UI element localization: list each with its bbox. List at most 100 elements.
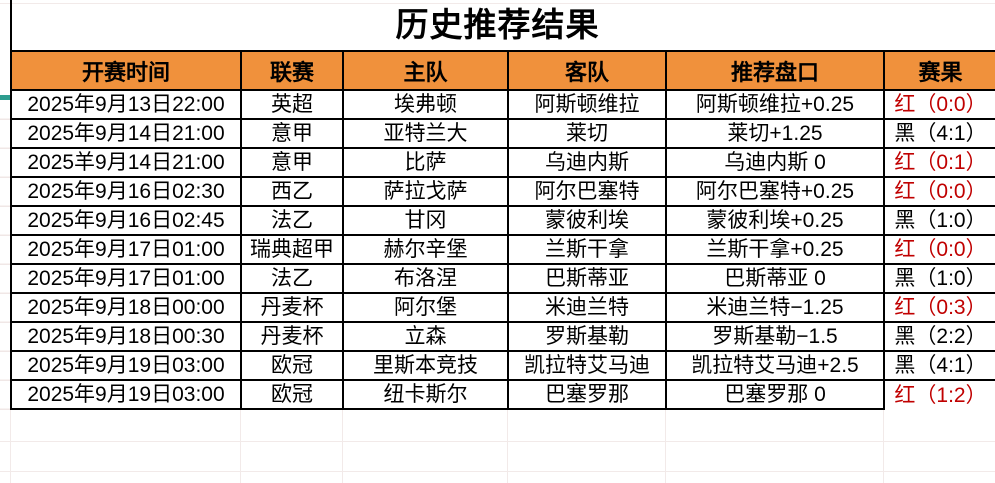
cell-league[interactable]: 丹麦杯: [240, 292, 344, 323]
cell-home[interactable]: 甘冈: [342, 205, 509, 236]
cell-away[interactable]: 巴斯蒂亚: [507, 263, 667, 294]
cell-result[interactable]: 红（1:2）: [883, 379, 995, 409]
cell-time[interactable]: 2025年9月14日21:00: [10, 118, 242, 149]
cell-home[interactable]: 纽卡斯尔: [342, 379, 509, 410]
cell-home[interactable]: 亚特兰大: [342, 118, 509, 149]
cell-time[interactable]: 2025年9月17日01:00: [10, 263, 242, 294]
cell-handicap[interactable]: 罗斯基勒−1.5: [665, 321, 885, 352]
cell-away[interactable]: 凯拉特艾马迪: [507, 350, 667, 381]
table-row: 2025年9月19日03:00 欧冠 纽卡斯尔 巴塞罗那 巴塞罗那 0 红（1:…: [10, 379, 995, 410]
cell-time[interactable]: 2025羊9月14日21:00: [10, 147, 242, 178]
cell-home[interactable]: 布洛涅: [342, 263, 509, 294]
cell-league[interactable]: 瑞典超甲: [240, 234, 344, 265]
gridline: [342, 410, 343, 483]
cell-time[interactable]: 2025年9月18日00:00: [10, 292, 242, 323]
gridline: [665, 410, 666, 483]
table-row: 2025年9月17日01:00 瑞典超甲 赫尔辛堡 兰斯干拿 兰斯干拿+0.25…: [10, 234, 995, 265]
cell-time[interactable]: 2025年9月16日02:30: [10, 176, 242, 207]
cell-result[interactable]: 黑（2:2）: [883, 321, 995, 352]
cell-league[interactable]: 英超: [240, 89, 344, 120]
col-header-result[interactable]: 赛果: [883, 50, 995, 91]
table-row: 2025年9月13日22:00 英超 埃弗顿 阿斯顿维拉 阿斯顿维拉+0.25 …: [10, 89, 995, 120]
cell-league[interactable]: 丹麦杯: [240, 321, 344, 352]
cell-handicap[interactable]: 兰斯干拿+0.25: [665, 234, 885, 265]
col-header-home[interactable]: 主队: [342, 50, 509, 91]
cell-away[interactable]: 兰斯干拿: [507, 234, 667, 265]
table-row: 2025年9月16日02:45 法乙 甘冈 蒙彼利埃 蒙彼利埃+0.25 黑（1…: [10, 205, 995, 236]
cell-home[interactable]: 埃弗顿: [342, 89, 509, 120]
cell-away[interactable]: 乌迪内斯: [507, 147, 667, 178]
cell-handicap[interactable]: 米迪兰特−1.25: [665, 292, 885, 323]
cell-handicap[interactable]: 蒙彼利埃+0.25: [665, 205, 885, 236]
cell-home[interactable]: 萨拉戈萨: [342, 176, 509, 207]
cell-away[interactable]: 罗斯基勒: [507, 321, 667, 352]
cell-time[interactable]: 2025年9月19日03:00: [10, 350, 242, 381]
cell-handicap[interactable]: 巴塞罗那 0: [665, 379, 885, 410]
header-row: 开赛时间 联赛 主队 客队 推荐盘口 赛果: [10, 50, 995, 91]
gridline: [10, 410, 11, 483]
cell-home[interactable]: 里斯本竞技: [342, 350, 509, 381]
cell-league[interactable]: 欧冠: [240, 379, 344, 410]
cell-result[interactable]: 红（0:3）: [883, 292, 995, 323]
cell-handicap[interactable]: 乌迪内斯 0: [665, 147, 885, 178]
gridline: [0, 471, 995, 472]
empty-sheet-rows: [0, 410, 995, 483]
cell-league[interactable]: 法乙: [240, 205, 344, 236]
cell-league[interactable]: 欧冠: [240, 350, 344, 381]
gridline: [0, 441, 995, 442]
cell-away[interactable]: 蒙彼利埃: [507, 205, 667, 236]
cell-handicap[interactable]: 阿斯顿维拉+0.25: [665, 89, 885, 120]
cell-away[interactable]: 巴塞罗那: [507, 379, 667, 410]
col-header-away[interactable]: 客队: [507, 50, 667, 91]
teal-cell-edge-mark: [0, 95, 10, 100]
table-row: 2025年9月14日21:00 意甲 亚特兰大 莱切 莱切+1.25 黑（4:1…: [10, 118, 995, 149]
cell-league[interactable]: 法乙: [240, 263, 344, 294]
cell-result[interactable]: 黑（4:1）: [883, 118, 995, 149]
cell-time[interactable]: 2025年9月19日03:00: [10, 379, 242, 410]
cell-home[interactable]: 赫尔辛堡: [342, 234, 509, 265]
cell-handicap[interactable]: 莱切+1.25: [665, 118, 885, 149]
cell-time[interactable]: 2025年9月13日22:00: [10, 89, 242, 120]
col-header-handicap[interactable]: 推荐盘口: [665, 50, 885, 91]
gridline: [240, 410, 241, 483]
cell-home[interactable]: 立森: [342, 321, 509, 352]
cell-result[interactable]: 红（0:0）: [883, 89, 995, 120]
cell-handicap[interactable]: 凯拉特艾马迪+2.5: [665, 350, 885, 381]
table-header: 开赛时间 联赛 主队 客队 推荐盘口 赛果: [10, 50, 995, 91]
table-row: 2025羊9月14日21:00 意甲 比萨 乌迪内斯 乌迪内斯 0 红（0:1）: [10, 147, 995, 178]
cell-away[interactable]: 莱切: [507, 118, 667, 149]
cell-league[interactable]: 意甲: [240, 147, 344, 178]
col-header-league[interactable]: 联赛: [240, 50, 344, 91]
cell-time[interactable]: 2025年9月18日00:30: [10, 321, 242, 352]
gridline: [883, 410, 884, 483]
cell-time[interactable]: 2025年9月17日01:00: [10, 234, 242, 265]
cell-away[interactable]: 米迪兰特: [507, 292, 667, 323]
cell-result[interactable]: 红（0:0）: [883, 234, 995, 265]
cell-away[interactable]: 阿尔巴塞特: [507, 176, 667, 207]
cell-handicap[interactable]: 巴斯蒂亚 0: [665, 263, 885, 294]
cell-away[interactable]: 阿斯顿维拉: [507, 89, 667, 120]
column-boundary-line: [10, 0, 12, 52]
cell-result[interactable]: 红（0:1）: [883, 147, 995, 178]
cell-home[interactable]: 阿尔堡: [342, 292, 509, 323]
cell-result[interactable]: 黑（1:0）: [883, 263, 995, 294]
cell-result[interactable]: 黑（4:1）: [883, 350, 995, 381]
cell-result[interactable]: 红（0:0）: [883, 176, 995, 207]
col-header-time[interactable]: 开赛时间: [10, 50, 242, 91]
cell-league[interactable]: 意甲: [240, 118, 344, 149]
cell-handicap[interactable]: 阿尔巴塞特+0.25: [665, 176, 885, 207]
gridline: [507, 410, 508, 483]
cell-time[interactable]: 2025年9月16日02:45: [10, 205, 242, 236]
table-row: 2025年9月18日00:00 丹麦杯 阿尔堡 米迪兰特 米迪兰特−1.25 红…: [10, 292, 995, 323]
table-row: 2025年9月19日03:00 欧冠 里斯本竞技 凯拉特艾马迪 凯拉特艾马迪+2…: [10, 350, 995, 381]
results-table: 开赛时间 联赛 主队 客队 推荐盘口 赛果 2025年9月13日22:00 英超…: [10, 50, 995, 410]
cell-result[interactable]: 黑（1:0）: [883, 205, 995, 236]
cell-home[interactable]: 比萨: [342, 147, 509, 178]
table-row: 2025年9月18日00:30 丹麦杯 立森 罗斯基勒 罗斯基勒−1.5 黑（2…: [10, 321, 995, 352]
table-body: 2025年9月13日22:00 英超 埃弗顿 阿斯顿维拉 阿斯顿维拉+0.25 …: [10, 89, 995, 410]
table-row: 2025年9月17日01:00 法乙 布洛涅 巴斯蒂亚 巴斯蒂亚 0 黑（1:0…: [10, 263, 995, 294]
page-title: 历史推荐结果: [395, 6, 600, 43]
cell-league[interactable]: 西乙: [240, 176, 344, 207]
left-row-strip: [0, 91, 10, 410]
